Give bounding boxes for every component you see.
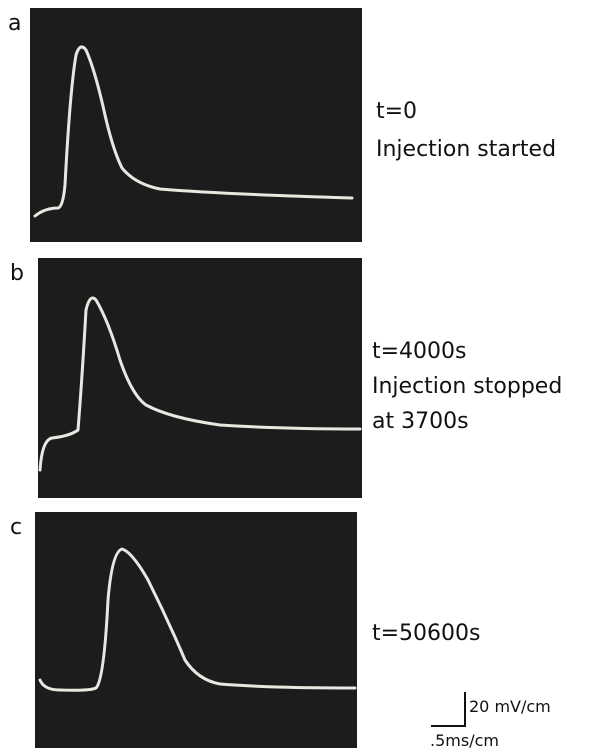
annotation: Injection stopped: [372, 374, 562, 399]
panel-label: a: [8, 11, 21, 36]
trace: [33, 45, 354, 218]
oscilloscope-screen: [35, 512, 357, 748]
oscilloscope-screen: [30, 8, 362, 242]
annotation: t=4000s: [372, 339, 467, 364]
scale-label: 20 mV/cm: [469, 697, 551, 716]
annotation: t=0: [376, 99, 417, 124]
trace: [38, 296, 362, 472]
trace: [38, 547, 357, 692]
annotation: Injection started: [376, 137, 556, 162]
annotation: at 3700s: [372, 409, 469, 434]
panel-label: b: [10, 261, 24, 286]
scale-label: .5ms/cm: [430, 731, 499, 750]
panel-label: c: [10, 515, 22, 540]
annotation: t=50600s: [372, 621, 481, 646]
oscilloscope-screen: [38, 258, 362, 498]
scale-bar: [431, 692, 466, 727]
